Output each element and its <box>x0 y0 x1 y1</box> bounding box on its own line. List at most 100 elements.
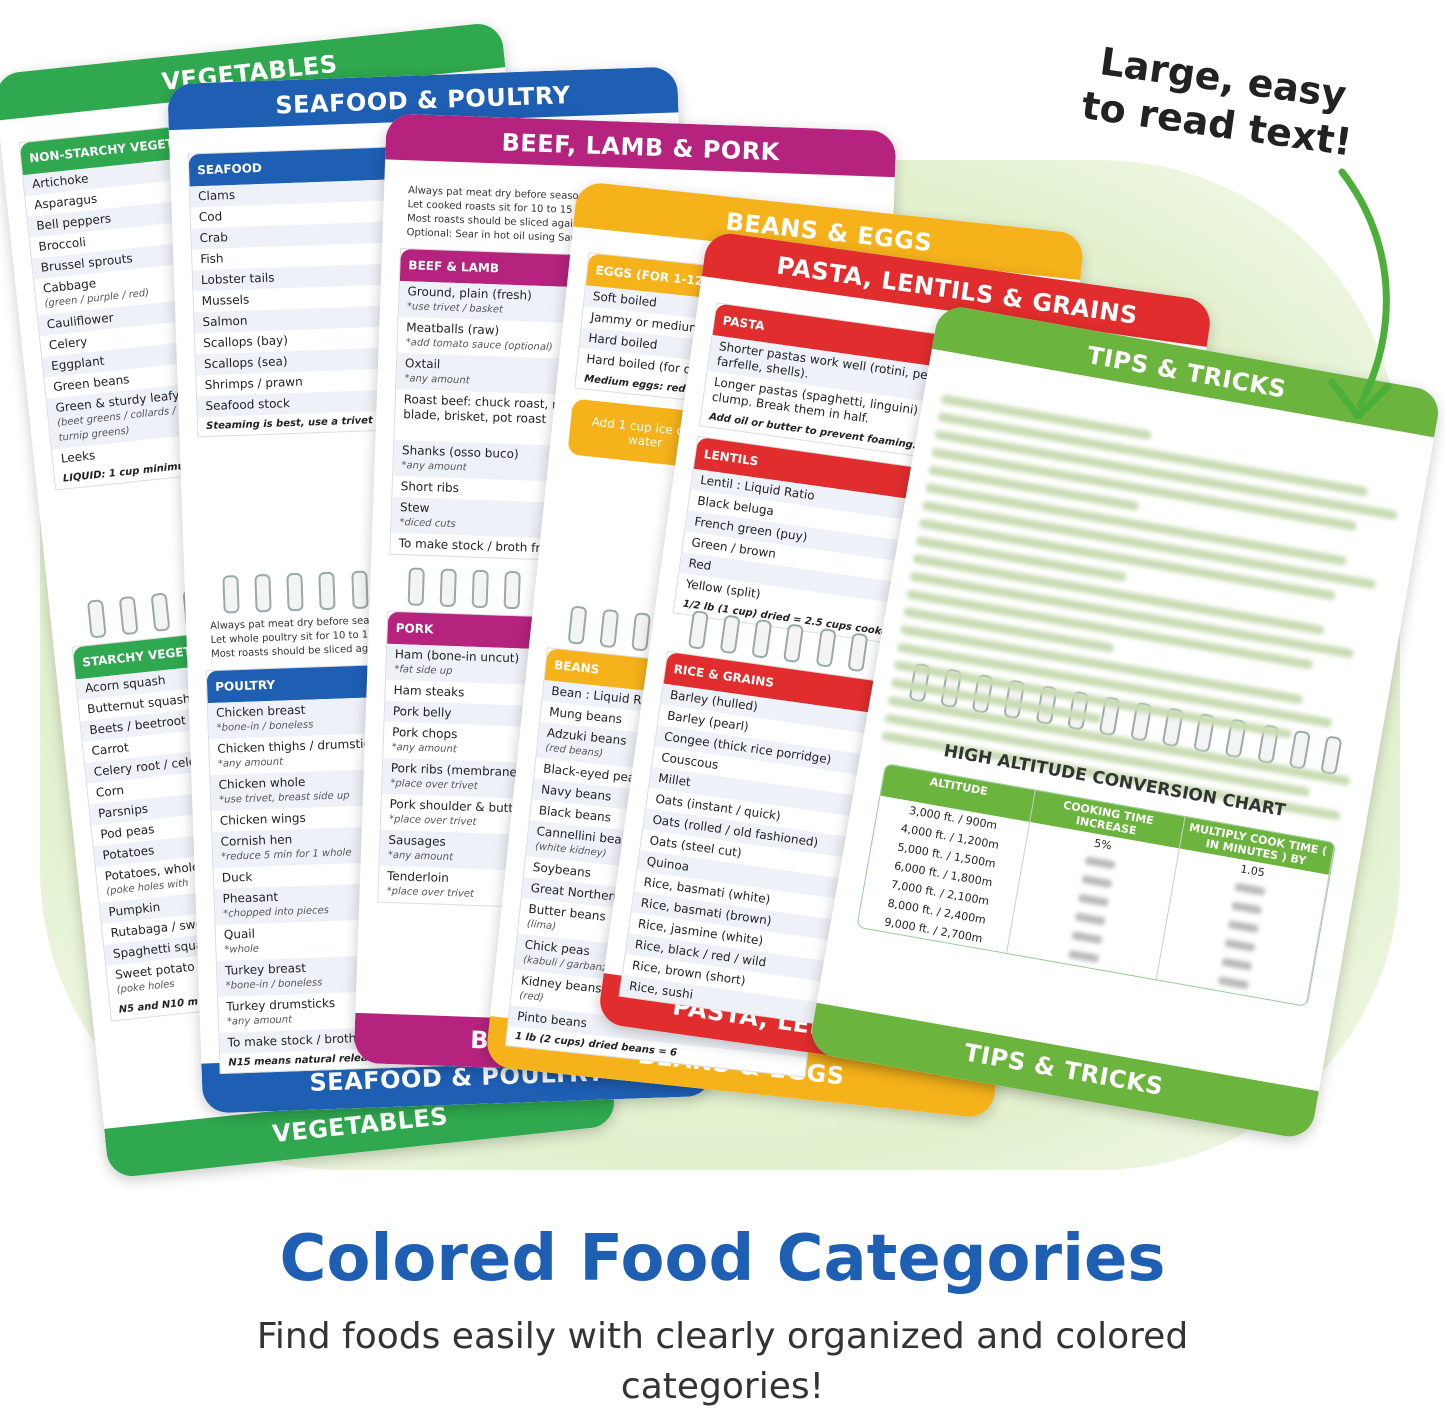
item-name: Scallops (bay) <box>202 333 289 351</box>
section-title: BEEF & LAMB <box>408 258 500 276</box>
item-name: Carrot <box>90 740 130 759</box>
section-title: PASTA <box>721 313 766 334</box>
item-cell: Short ribs <box>400 479 459 496</box>
blurred-value <box>1080 874 1112 888</box>
blurred-value <box>1233 882 1265 896</box>
item-cell: Turkey drumsticks *any amount <box>226 996 336 1030</box>
section-title: PORK <box>395 621 434 637</box>
item-note: *bone-in / boneless <box>225 977 323 992</box>
blurred-value <box>1230 901 1262 915</box>
item-name: Oxtail <box>404 356 441 372</box>
callout-arrow <box>1328 168 1392 420</box>
item-name: Red <box>687 555 713 574</box>
spiral-ring <box>719 614 741 655</box>
item-name: Pheasant <box>222 889 279 906</box>
item-name: Millet <box>657 770 692 790</box>
item-name: Potatoes <box>101 843 155 863</box>
item-note: *place over trivet <box>388 813 477 828</box>
item-cell: Adzuki beans (red beans) <box>545 726 627 764</box>
blurred-value <box>1224 938 1255 952</box>
spiral-ring <box>471 569 490 609</box>
spiral-ring <box>783 623 805 664</box>
item-name: Stew <box>399 500 430 516</box>
item-name: Fish <box>200 251 224 267</box>
spiral-ring <box>815 627 837 668</box>
item-name: Clams <box>197 187 236 204</box>
section-title: LENTILS <box>703 447 760 469</box>
item-name: Soybeans <box>532 859 592 880</box>
item-name: Celery <box>48 334 89 353</box>
item-cell: Pork shoulder & butt *place over trivet <box>388 797 513 831</box>
blurred-value <box>1074 912 1106 926</box>
headline: Colored Food Categories <box>279 1222 1166 1296</box>
item-note: *whole <box>224 943 260 956</box>
spiral-ring <box>86 599 107 639</box>
item-cell: Tenderloin *place over trivet <box>386 869 474 902</box>
spiral-ring <box>150 592 171 632</box>
item-cell: Shanks (osso buco) *any amount <box>401 443 519 477</box>
spiral-ring <box>407 567 425 606</box>
spiral-ring <box>118 595 139 636</box>
item-note: *any amount <box>387 849 454 864</box>
blurred-value <box>1227 920 1259 934</box>
callout: Large, easy to read text! <box>1079 39 1355 165</box>
blurred-value <box>1220 957 1252 971</box>
item-name: Chicken wings <box>219 810 306 828</box>
item-note: *any amount <box>226 1014 293 1028</box>
item-cell: Turkey breast *bone-in / boneless <box>225 960 323 993</box>
item-cell: Sausages *any amount <box>388 833 454 865</box>
item-cell: Quail *whole <box>224 927 260 958</box>
item-name: Lobster tails <box>200 270 275 288</box>
item-name: Turkey drumsticks <box>226 995 336 1014</box>
item-note: *use trivet, breast side up <box>219 790 350 806</box>
item-name: Corn <box>95 783 125 800</box>
blurred-value <box>1077 893 1109 907</box>
item-cell: Stew *diced cuts <box>399 500 456 532</box>
item-name: Pork chops <box>391 724 458 742</box>
spiral-ring <box>631 612 652 652</box>
spiral-ring <box>318 571 337 611</box>
item-cell: Pheasant *chopped into pieces <box>222 888 329 922</box>
item-note: *any amount <box>404 373 470 387</box>
item-name: Eggplant <box>50 353 106 374</box>
item-cell: Chicken breast *bone-in / boneless <box>216 703 314 736</box>
spiral-ring <box>286 572 304 612</box>
item-name: Tenderloin <box>386 868 450 886</box>
blurred-value <box>1217 976 1249 990</box>
spiral-ring <box>847 632 869 673</box>
item-name: Seafood stock <box>205 396 291 414</box>
item-name: Rice, sushi <box>628 978 694 1002</box>
spiral-ring <box>439 568 458 608</box>
item-name: Crab <box>199 230 229 246</box>
item-name: Quinoa <box>645 854 691 874</box>
spiral-ring <box>254 573 272 613</box>
item-note: *reduce 5 min for 1 whole <box>221 847 352 863</box>
blurred-value <box>1067 949 1099 963</box>
spiral-ring <box>751 618 773 659</box>
item-note: *add tomato sauce (optional) <box>405 337 553 354</box>
item-name: Artichoke <box>31 171 90 192</box>
item-cell: Pork chops *any amount <box>391 725 457 757</box>
item-name: Mussels <box>201 292 250 309</box>
spiral-ring <box>222 575 240 614</box>
card-header: BEEF, LAMB & PORK <box>385 113 897 178</box>
item-name: Leeks <box>60 448 96 466</box>
spiral-ring <box>350 570 369 610</box>
item-name: Turkey breast <box>224 960 307 978</box>
item-cell: Cornish hen *reduce 5 min for 1 whole <box>220 830 351 865</box>
subtitle: Find foods easily with clearly organized… <box>256 1316 1189 1407</box>
section-title: BEANS <box>553 657 600 677</box>
item-name: Short ribs <box>400 479 460 496</box>
item-note: *place over trivet <box>386 885 475 900</box>
item-name: Cornish hen <box>220 832 293 849</box>
item-name: Cod <box>198 209 223 225</box>
item-name: Ham steaks <box>393 682 465 700</box>
item-name: Pumpkin <box>107 899 161 920</box>
blurred-line <box>934 429 1399 521</box>
item-note: *diced cuts <box>399 517 456 531</box>
item-cell: Oxtail *any amount <box>404 356 470 388</box>
item-cell: Butter beans (lima) <box>526 902 606 940</box>
item-name: Pork belly <box>392 703 452 721</box>
section-title: SEAFOOD <box>196 160 263 178</box>
